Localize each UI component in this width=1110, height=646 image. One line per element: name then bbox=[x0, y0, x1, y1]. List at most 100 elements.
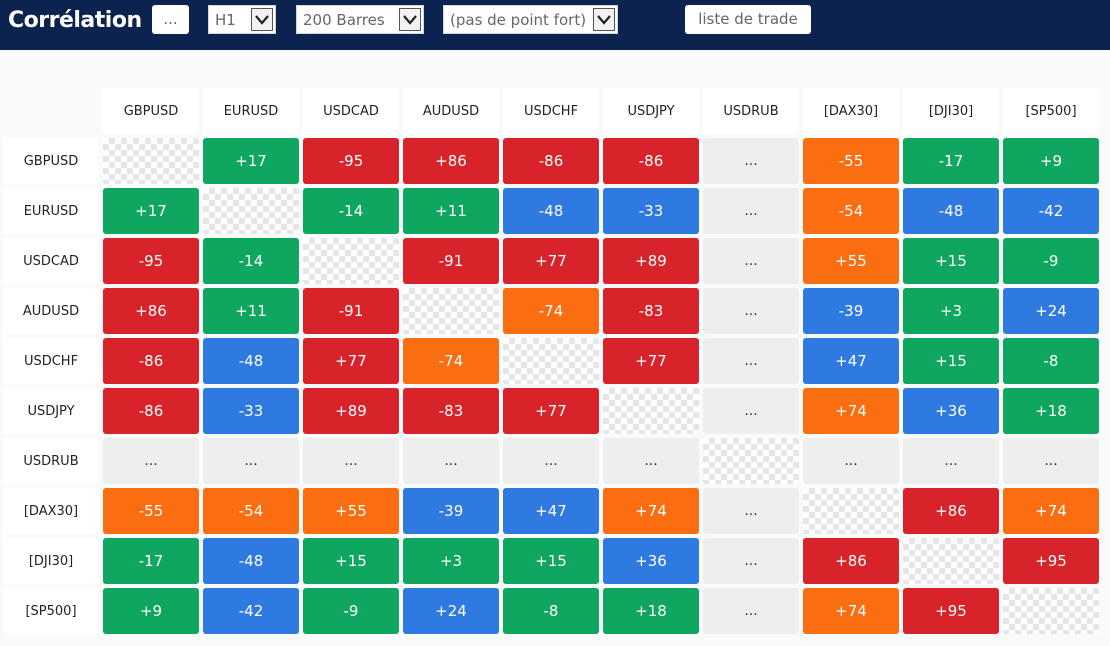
correlation-cell[interactable]: -33 bbox=[203, 388, 299, 434]
correlation-cell[interactable]: +47 bbox=[503, 488, 599, 534]
correlation-cell[interactable]: +18 bbox=[1003, 388, 1099, 434]
top-toolbar: Corrélation ... H1 200 Barres (pas de po… bbox=[0, 0, 1110, 50]
correlation-cell[interactable]: +15 bbox=[503, 538, 599, 584]
correlation-cell[interactable]: +77 bbox=[503, 388, 599, 434]
correlation-cell[interactable]: -74 bbox=[503, 288, 599, 334]
correlation-cell[interactable]: +89 bbox=[603, 238, 699, 284]
correlation-cell[interactable]: +74 bbox=[803, 588, 899, 634]
correlation-cell[interactable]: -42 bbox=[1003, 188, 1099, 234]
correlation-cell[interactable]: -54 bbox=[203, 488, 299, 534]
correlation-cell[interactable]: +15 bbox=[903, 238, 999, 284]
chevron-down-icon[interactable] bbox=[399, 8, 421, 31]
correlation-cell[interactable]: +86 bbox=[803, 538, 899, 584]
correlation-cell[interactable]: +86 bbox=[103, 288, 199, 334]
correlation-cell[interactable]: +11 bbox=[203, 288, 299, 334]
correlation-cell[interactable]: +47 bbox=[803, 338, 899, 384]
correlation-cell[interactable]: -42 bbox=[203, 588, 299, 634]
correlation-cell-empty[interactable]: ... bbox=[803, 438, 899, 484]
correlation-cell[interactable]: -9 bbox=[303, 588, 399, 634]
correlation-cell[interactable]: -95 bbox=[303, 138, 399, 184]
correlation-cell[interactable]: +15 bbox=[903, 338, 999, 384]
correlation-cell[interactable]: +3 bbox=[403, 538, 499, 584]
correlation-cell[interactable]: +15 bbox=[303, 538, 399, 584]
correlation-cell[interactable]: +36 bbox=[603, 538, 699, 584]
correlation-cell[interactable]: -55 bbox=[103, 488, 199, 534]
correlation-cell[interactable]: +17 bbox=[203, 138, 299, 184]
correlation-cell[interactable]: -74 bbox=[403, 338, 499, 384]
correlation-cell[interactable]: +86 bbox=[903, 488, 999, 534]
chevron-down-icon[interactable] bbox=[593, 8, 615, 31]
correlation-cell[interactable]: -48 bbox=[903, 188, 999, 234]
correlation-cell[interactable]: +9 bbox=[103, 588, 199, 634]
correlation-cell-empty[interactable]: ... bbox=[703, 588, 799, 634]
correlation-cell[interactable]: +18 bbox=[603, 588, 699, 634]
correlation-cell-empty[interactable]: ... bbox=[703, 288, 799, 334]
correlation-cell[interactable]: -33 bbox=[603, 188, 699, 234]
correlation-cell[interactable]: +74 bbox=[803, 388, 899, 434]
correlation-cell[interactable]: +3 bbox=[903, 288, 999, 334]
correlation-cell[interactable]: -14 bbox=[303, 188, 399, 234]
correlation-cell[interactable]: -86 bbox=[103, 388, 199, 434]
correlation-cell-empty[interactable]: ... bbox=[703, 538, 799, 584]
correlation-cell[interactable]: +77 bbox=[503, 238, 599, 284]
correlation-cell[interactable]: -39 bbox=[803, 288, 899, 334]
chevron-down-icon[interactable] bbox=[251, 8, 273, 31]
correlation-cell[interactable]: -91 bbox=[403, 238, 499, 284]
correlation-cell[interactable]: +24 bbox=[1003, 288, 1099, 334]
correlation-cell[interactable]: +36 bbox=[903, 388, 999, 434]
correlation-cell[interactable]: -91 bbox=[303, 288, 399, 334]
correlation-cell[interactable]: +89 bbox=[303, 388, 399, 434]
trade-list-button[interactable]: liste de trade bbox=[685, 5, 811, 34]
correlation-cell[interactable]: -9 bbox=[1003, 238, 1099, 284]
correlation-cell[interactable]: +95 bbox=[1003, 538, 1099, 584]
correlation-cell[interactable]: -55 bbox=[803, 138, 899, 184]
correlation-cell-empty[interactable]: ... bbox=[103, 438, 199, 484]
correlation-cell-empty[interactable]: ... bbox=[1003, 438, 1099, 484]
correlation-cell-empty[interactable]: ... bbox=[903, 438, 999, 484]
correlation-cell[interactable]: +74 bbox=[1003, 488, 1099, 534]
correlation-cell[interactable]: -48 bbox=[203, 538, 299, 584]
correlation-cell[interactable]: -48 bbox=[203, 338, 299, 384]
correlation-cell-empty[interactable]: ... bbox=[703, 388, 799, 434]
diagonal-cell bbox=[103, 138, 199, 184]
correlation-cell[interactable]: +17 bbox=[103, 188, 199, 234]
correlation-cell-empty[interactable]: ... bbox=[703, 188, 799, 234]
correlation-cell-empty[interactable]: ... bbox=[503, 438, 599, 484]
correlation-cell[interactable]: +74 bbox=[603, 488, 699, 534]
correlation-cell[interactable]: +9 bbox=[1003, 138, 1099, 184]
correlation-cell[interactable]: +95 bbox=[903, 588, 999, 634]
correlation-cell[interactable]: -86 bbox=[503, 138, 599, 184]
correlation-cell[interactable]: +77 bbox=[303, 338, 399, 384]
correlation-cell-empty[interactable]: ... bbox=[303, 438, 399, 484]
correlation-cell[interactable]: +77 bbox=[603, 338, 699, 384]
correlation-cell[interactable]: -86 bbox=[603, 138, 699, 184]
pivot-select[interactable]: (pas de point fort) bbox=[443, 5, 618, 34]
correlation-cell-empty[interactable]: ... bbox=[703, 488, 799, 534]
correlation-cell[interactable]: -17 bbox=[103, 538, 199, 584]
more-button[interactable]: ... bbox=[152, 5, 189, 34]
bars-select[interactable]: 200 Barres bbox=[296, 5, 424, 34]
correlation-cell[interactable]: -8 bbox=[503, 588, 599, 634]
correlation-cell[interactable]: -83 bbox=[403, 388, 499, 434]
correlation-cell[interactable]: +55 bbox=[303, 488, 399, 534]
correlation-cell[interactable]: +86 bbox=[403, 138, 499, 184]
correlation-cell[interactable]: -83 bbox=[603, 288, 699, 334]
correlation-cell[interactable]: -8 bbox=[1003, 338, 1099, 384]
correlation-cell-empty[interactable]: ... bbox=[403, 438, 499, 484]
correlation-cell-empty[interactable]: ... bbox=[203, 438, 299, 484]
correlation-cell[interactable]: -86 bbox=[103, 338, 199, 384]
correlation-cell[interactable]: +55 bbox=[803, 238, 899, 284]
correlation-cell-empty[interactable]: ... bbox=[703, 238, 799, 284]
correlation-cell[interactable]: -39 bbox=[403, 488, 499, 534]
correlation-cell-empty[interactable]: ... bbox=[603, 438, 699, 484]
correlation-cell-empty[interactable]: ... bbox=[703, 138, 799, 184]
correlation-cell[interactable]: +24 bbox=[403, 588, 499, 634]
correlation-cell[interactable]: -48 bbox=[503, 188, 599, 234]
correlation-cell[interactable]: -54 bbox=[803, 188, 899, 234]
correlation-cell-empty[interactable]: ... bbox=[703, 338, 799, 384]
correlation-cell[interactable]: -95 bbox=[103, 238, 199, 284]
correlation-cell[interactable]: -14 bbox=[203, 238, 299, 284]
timeframe-select[interactable]: H1 bbox=[208, 5, 276, 34]
correlation-cell[interactable]: +11 bbox=[403, 188, 499, 234]
correlation-cell[interactable]: -17 bbox=[903, 138, 999, 184]
